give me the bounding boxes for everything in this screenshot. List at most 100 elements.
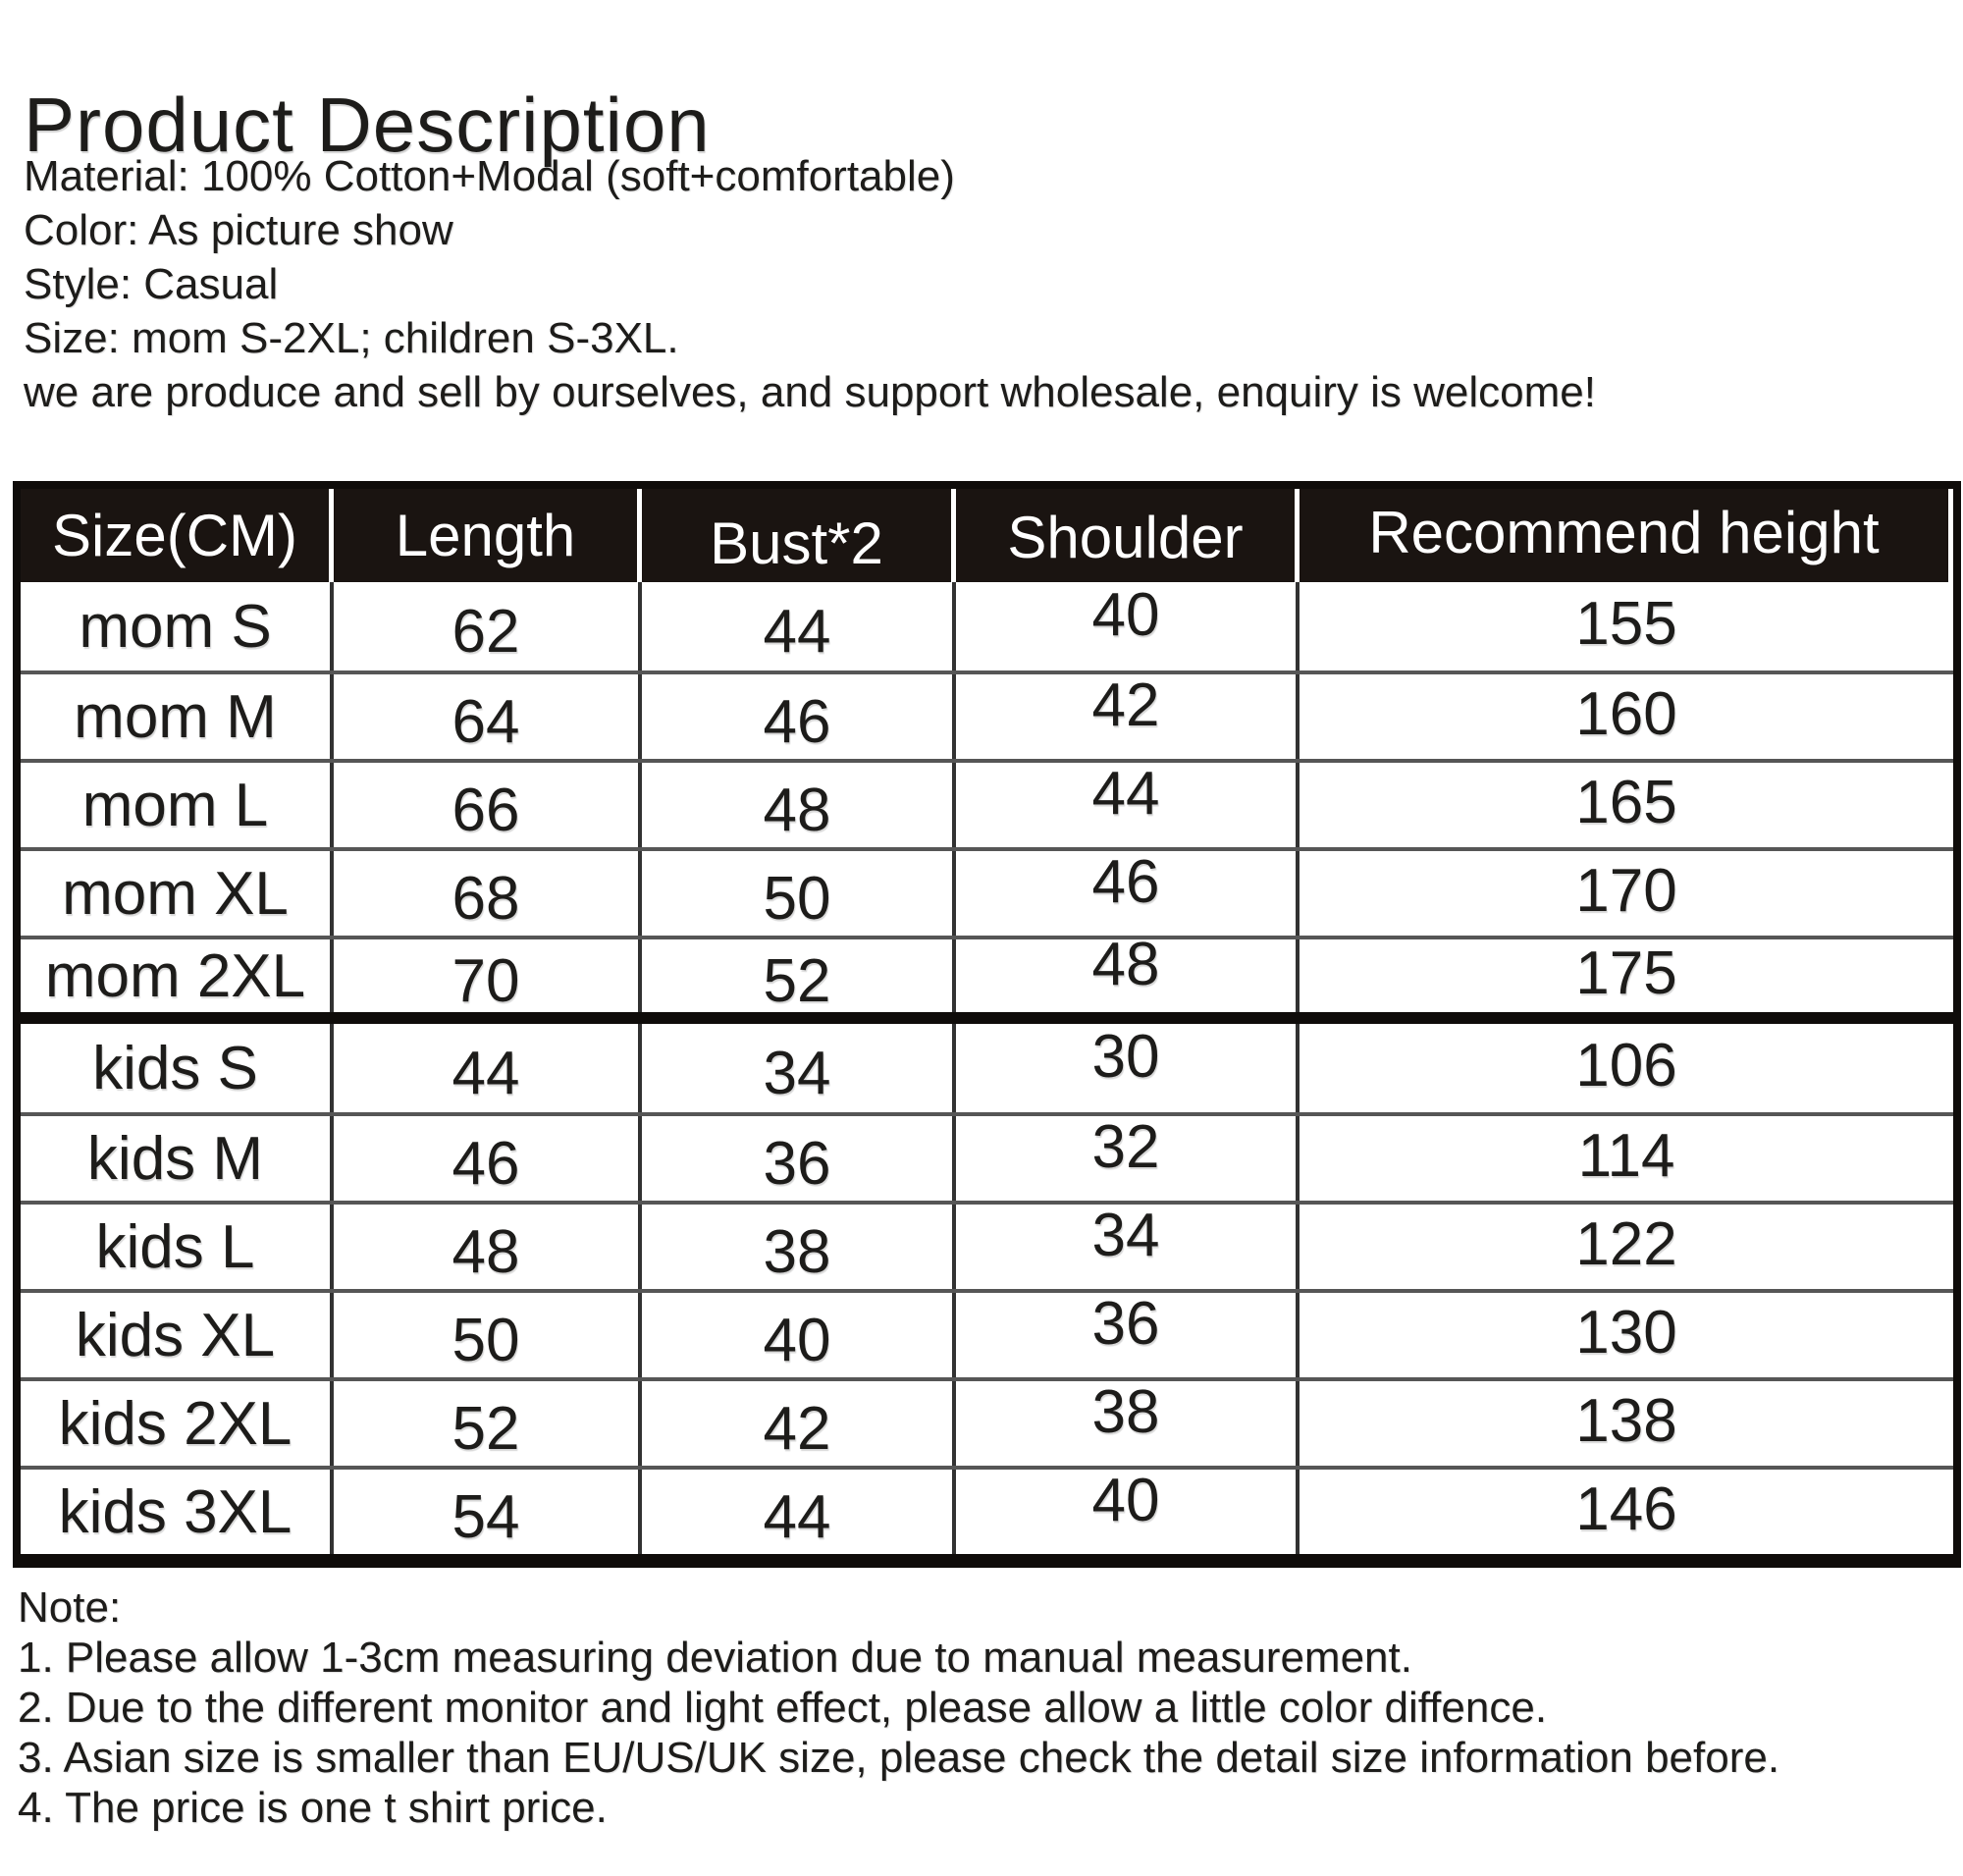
cell-text: 48: [451, 1217, 520, 1286]
cell-text: kids S: [92, 1034, 258, 1102]
measurement-value-cell: 44: [642, 582, 956, 670]
header-label: Shoulder: [1007, 505, 1244, 570]
header-cell-size: Size(CM): [21, 489, 334, 582]
measurement-value-cell: 138: [1300, 1381, 1953, 1466]
measurement-value-cell: 52: [642, 939, 956, 1012]
material-line: Material: 100% Cotton+Modal (soft+comfor…: [24, 152, 955, 200]
table-row: mom M 64 46 42 160: [21, 670, 1953, 759]
cell-text: 38: [763, 1217, 831, 1286]
measurement-value-cell: 66: [334, 763, 642, 847]
measurement-value-cell: 54: [334, 1470, 642, 1554]
measurement-value-cell: 46: [334, 1116, 642, 1201]
cell-text: 48: [1091, 939, 1160, 998]
cell-text: 170: [1575, 856, 1677, 925]
table-row: mom L 66 48 44 165: [21, 759, 1953, 847]
header-label: Size(CM): [52, 503, 297, 568]
note-item: 1. Please allow 1-3cm measuring deviatio…: [18, 1634, 1412, 1682]
size-label-cell: kids S: [21, 1024, 334, 1112]
measurement-value-cell: 40: [642, 1293, 956, 1377]
header-cell-shoulder: Shoulder: [956, 489, 1300, 582]
cell-text: 46: [1091, 851, 1160, 916]
header-label: Recommend height: [1368, 500, 1880, 565]
wholesale-line: we are produce and sell by ourselves, an…: [24, 368, 1596, 416]
measurement-value-cell: 48: [956, 939, 1300, 1012]
note-item: 4. The price is one t shirt price.: [18, 1784, 608, 1832]
table-row: kids 3XL 54 44 40 146: [21, 1466, 1953, 1554]
table-row: kids M 46 36 32 114: [21, 1112, 1953, 1201]
measurement-value-cell: 170: [1300, 851, 1953, 936]
measurement-value-cell: 46: [642, 674, 956, 759]
cell-text: 52: [763, 946, 831, 1013]
measurement-value-cell: 46: [956, 851, 1300, 936]
style-line: Style: Casual: [24, 260, 279, 308]
note-item: 3. Asian size is smaller than EU/US/UK s…: [18, 1734, 1780, 1782]
cell-text: 34: [763, 1039, 831, 1107]
size-label-cell: mom XL: [21, 851, 334, 936]
measurement-value-cell: 165: [1300, 763, 1953, 847]
size-label-cell: mom S: [21, 582, 334, 670]
measurement-value-cell: 130: [1300, 1293, 1953, 1377]
measurement-value-cell: 40: [956, 582, 1300, 670]
note-item: 2. Due to the different monitor and ligh…: [18, 1684, 1548, 1732]
cell-text: 38: [1091, 1381, 1160, 1446]
measurement-value-cell: 38: [642, 1205, 956, 1289]
header-label: Bust*2: [710, 510, 883, 576]
cell-text: 42: [1091, 674, 1160, 739]
header-label: Length: [395, 503, 576, 568]
size-label-cell: kids M: [21, 1116, 334, 1201]
measurement-value-cell: 36: [956, 1293, 1300, 1377]
cell-text: kids 3XL: [58, 1477, 292, 1546]
cell-text: kids L: [95, 1212, 255, 1281]
size-label-cell: kids 2XL: [21, 1381, 334, 1466]
cell-text: 160: [1575, 679, 1677, 748]
measurement-value-cell: 36: [642, 1116, 956, 1201]
measurement-value-cell: 40: [956, 1470, 1300, 1554]
page-title: Product Description: [24, 81, 711, 169]
measurement-value-cell: 48: [642, 763, 956, 847]
cell-text: mom XL: [62, 859, 289, 928]
cell-text: 70: [451, 946, 520, 1013]
cell-text: mom S: [79, 592, 272, 661]
measurement-value-cell: 44: [956, 763, 1300, 847]
size-label-cell: kids 3XL: [21, 1470, 334, 1554]
table-row: kids L 48 38 34 122: [21, 1201, 1953, 1289]
cell-text: mom L: [81, 771, 269, 839]
measurement-value-cell: 146: [1300, 1470, 1953, 1554]
size-label-cell: mom M: [21, 674, 334, 759]
cell-text: 130: [1575, 1298, 1677, 1367]
measurement-value-cell: 32: [956, 1116, 1300, 1201]
measurement-value-cell: 52: [334, 1381, 642, 1466]
cell-text: 36: [1091, 1293, 1160, 1358]
measurement-value-cell: 34: [956, 1205, 1300, 1289]
cell-text: 44: [451, 1039, 520, 1107]
cell-text: kids XL: [75, 1301, 276, 1369]
cell-text: 50: [451, 1306, 520, 1374]
measurement-value-cell: 50: [334, 1293, 642, 1377]
measurement-value-cell: 64: [334, 674, 642, 759]
cell-text: 48: [763, 776, 831, 844]
cell-text: 44: [763, 597, 831, 666]
cell-text: 54: [451, 1482, 520, 1551]
cell-text: 46: [763, 687, 831, 756]
measurement-value-cell: 42: [642, 1381, 956, 1466]
header-cell-recommend-height: Recommend height: [1300, 489, 1953, 582]
table-row: kids XL 50 40 36 130: [21, 1289, 1953, 1377]
size-label-cell: kids L: [21, 1205, 334, 1289]
size-label-cell: mom 2XL: [21, 939, 334, 1012]
measurement-value-cell: 30: [956, 1024, 1300, 1112]
size-chart-header-row: Size(CM) Length Bust*2 Shoulder Recommen…: [21, 489, 1953, 582]
cell-text: 50: [763, 864, 831, 933]
cell-text: 32: [1091, 1116, 1160, 1181]
measurement-value-cell: 34: [642, 1024, 956, 1112]
measurement-value-cell: 160: [1300, 674, 1953, 759]
measurement-value-cell: 62: [334, 582, 642, 670]
measurement-value-cell: 38: [956, 1381, 1300, 1466]
size-table-body: mom S 62 44 40 155 mom M 64 46 42 160 mom L 66 48 44 1…: [21, 582, 1953, 1554]
cell-text: kids 2XL: [58, 1389, 292, 1458]
size-label-cell: mom L: [21, 763, 334, 847]
notes-section: Note: 1. Please allow 1-3cm measuring de…: [18, 1582, 1779, 1833]
cell-text: 44: [1091, 763, 1160, 828]
measurement-value-cell: 44: [642, 1470, 956, 1554]
measurement-value-cell: 42: [956, 674, 1300, 759]
